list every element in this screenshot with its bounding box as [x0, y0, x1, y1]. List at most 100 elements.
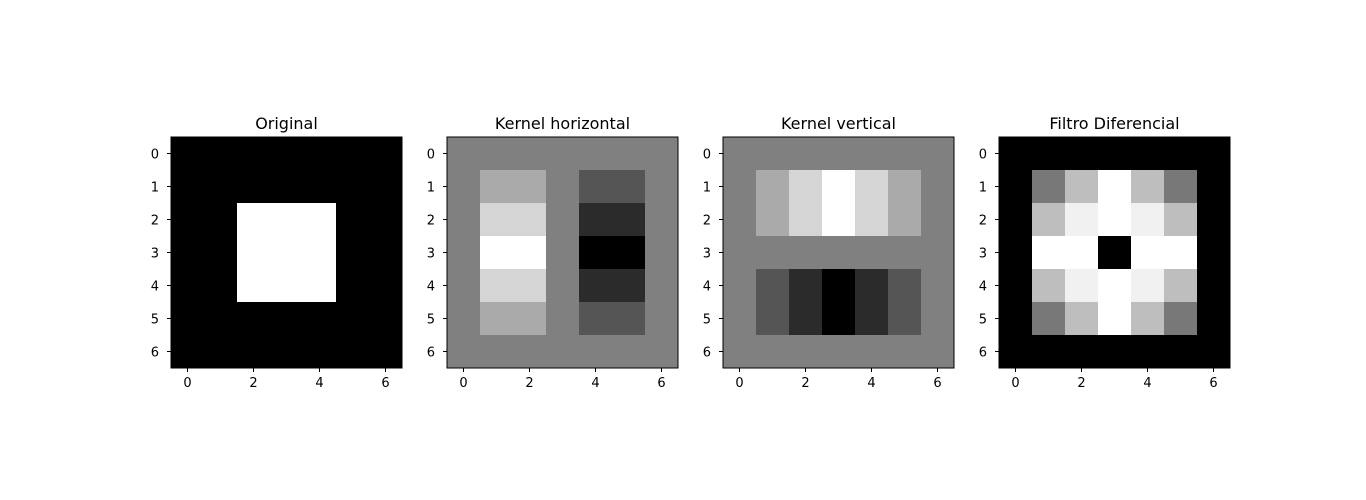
y-tick-label: 6 [979, 346, 987, 361]
heatmap-cell [855, 335, 889, 369]
heatmap-cell [579, 137, 613, 171]
heatmap-cell [855, 302, 889, 336]
heatmap-cell [237, 137, 271, 171]
heatmap-cell [204, 137, 238, 171]
heatmap-cell [1032, 170, 1066, 204]
heatmap-cell [888, 236, 922, 270]
y-tick-label: 6 [703, 346, 711, 361]
heatmap-cell [1164, 170, 1198, 204]
heatmap-cell [447, 302, 481, 336]
x-tick-label: 4 [591, 376, 599, 391]
x-tick-label: 4 [867, 376, 875, 391]
heatmap-cell [999, 170, 1033, 204]
heatmap-cell [369, 269, 403, 303]
heatmap-cell [1131, 302, 1165, 336]
heatmap-cell [369, 170, 403, 204]
heatmap-cell [645, 236, 679, 270]
heatmap-cell [999, 269, 1033, 303]
heatmap-cell [822, 203, 856, 237]
heatmap-cell [546, 170, 580, 204]
y-tick-label: 0 [703, 148, 711, 163]
heatmap-cell [546, 335, 580, 369]
x-tick-label: 4 [315, 376, 323, 391]
heatmap-cell [789, 170, 823, 204]
heatmap-cell [723, 269, 757, 303]
x-tick-label: 0 [735, 376, 743, 391]
y-tick-label: 0 [427, 148, 435, 163]
heatmap-cell [888, 335, 922, 369]
heatmap-cell [579, 335, 613, 369]
heatmap-cell [546, 203, 580, 237]
heatmap-cell [546, 236, 580, 270]
heatmap-cell [1197, 203, 1231, 237]
y-tick-label: 4 [979, 280, 987, 295]
y-tick-label: 6 [151, 346, 159, 361]
heatmap-cell [303, 137, 337, 171]
heatmap-cell [1098, 203, 1132, 237]
heatmap-cell [447, 203, 481, 237]
heatmap-cell [999, 302, 1033, 336]
heatmap-cell [921, 302, 955, 336]
heatmap-cell [789, 302, 823, 336]
heatmap-cell [513, 170, 547, 204]
heatmap-cell [612, 236, 646, 270]
heatmap-cell [723, 335, 757, 369]
heatmap-cell [1065, 137, 1099, 171]
y-tick-label: 4 [703, 280, 711, 295]
heatmap-cell [270, 269, 304, 303]
x-tick-label: 2 [801, 376, 809, 391]
heatmap-cell [789, 203, 823, 237]
heatmap-cell [789, 137, 823, 171]
heatmap-cell [369, 236, 403, 270]
heatmap-cell [237, 236, 271, 270]
heatmap-cell [1197, 236, 1231, 270]
y-tick-label: 4 [151, 280, 159, 295]
x-tick-label: 4 [1143, 376, 1151, 391]
heatmap-panel: Filtro Diferencial 0 2 4 6 0 1 2 3 4 5 6 [979, 114, 1231, 391]
heatmap-cell [1197, 335, 1231, 369]
heatmap-cell [1164, 236, 1198, 270]
heatmap-cell [1065, 236, 1099, 270]
heatmap-cell [303, 236, 337, 270]
x-tick-label: 2 [249, 376, 257, 391]
heatmap-cell [303, 269, 337, 303]
heatmap-cell [480, 269, 514, 303]
heatmap-cell [822, 137, 856, 171]
y-tick-label: 3 [151, 247, 159, 262]
x-tick-label: 6 [381, 376, 389, 391]
panel-title: Filtro Diferencial [1049, 114, 1179, 133]
heatmap-cell [612, 170, 646, 204]
heatmap-cell [270, 203, 304, 237]
heatmap-cell [546, 137, 580, 171]
heatmap-cell [480, 137, 514, 171]
x-tick-label: 0 [183, 376, 191, 391]
heatmap-cell [480, 203, 514, 237]
heatmap-cell [1098, 170, 1132, 204]
heatmap-cell [237, 302, 271, 336]
heatmap-cell [612, 203, 646, 237]
heatmap-cell [369, 203, 403, 237]
heatmap-cell [204, 236, 238, 270]
y-tick-label: 3 [703, 247, 711, 262]
heatmap-cell [579, 170, 613, 204]
heatmap-cell [270, 335, 304, 369]
heatmap-cell [789, 236, 823, 270]
x-tick-label: 2 [1077, 376, 1085, 391]
heatmap-cell [171, 335, 205, 369]
heatmap-cell [723, 170, 757, 204]
y-tick-label: 4 [427, 280, 435, 295]
heatmap-cell [999, 203, 1033, 237]
heatmap-cell [369, 302, 403, 336]
heatmap-cell [447, 137, 481, 171]
x-tick-label: 0 [459, 376, 467, 391]
y-tick-label: 5 [703, 313, 711, 328]
x-tick-label: 0 [1011, 376, 1019, 391]
heatmap-cell [1131, 170, 1165, 204]
heatmap-cell [171, 236, 205, 270]
heatmap-cell [447, 269, 481, 303]
heatmap-cell [1065, 302, 1099, 336]
heatmap-cell [1098, 335, 1132, 369]
heatmap-panel: Kernel vertical 0 2 4 6 0 1 2 3 4 5 6 [703, 114, 955, 391]
heatmap-cell [888, 137, 922, 171]
heatmap-cell [1131, 137, 1165, 171]
